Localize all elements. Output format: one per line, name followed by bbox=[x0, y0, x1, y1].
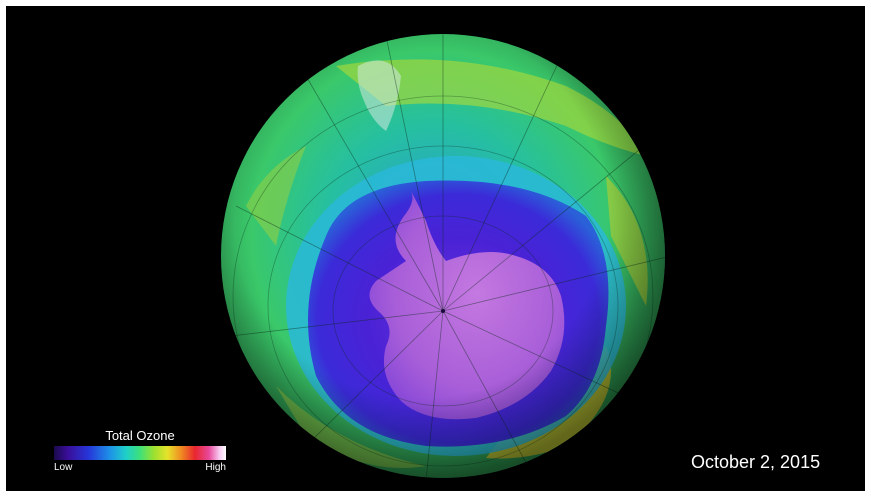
legend-low-label: Low bbox=[54, 462, 73, 473]
legend-high-label: High bbox=[205, 462, 226, 473]
legend-color-scale bbox=[54, 446, 226, 460]
globe bbox=[221, 34, 665, 478]
legend-title: Total Ozone bbox=[105, 428, 175, 443]
date-label: October 2, 2015 bbox=[691, 452, 821, 472]
ozone-legend: Total Ozone Low High bbox=[54, 428, 234, 478]
ozone-visualization: Total Ozone Low High October 2, 2015 bbox=[6, 6, 865, 491]
globe-shading bbox=[221, 34, 665, 478]
